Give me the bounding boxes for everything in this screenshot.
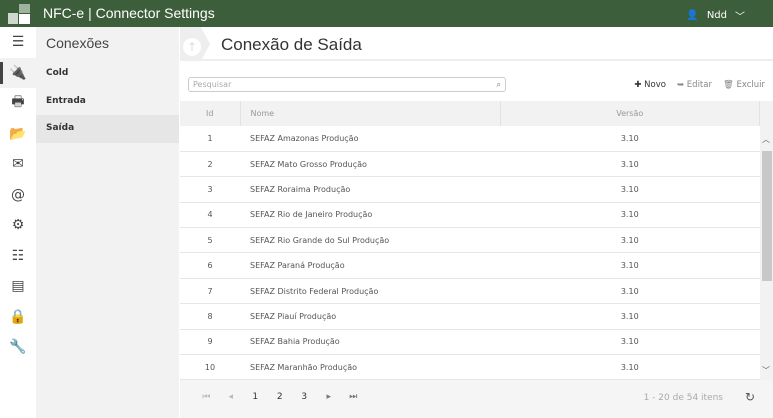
cell-id: 5 bbox=[180, 227, 240, 254]
connections-table: Id Nome Versão 1 SEFAZ Amazonas Produção 3… bbox=[180, 101, 760, 381]
printer-icon[interactable]: 🖶 bbox=[11, 94, 25, 111]
cell-nome: SEFAZ Maranhão Produção bbox=[240, 354, 500, 381]
page-3-button[interactable]: 3 bbox=[301, 392, 308, 402]
cell-versao: 3.10 bbox=[500, 329, 760, 356]
submenu-item-cold[interactable]: Cold bbox=[46, 68, 69, 78]
cell-versao: 3.10 bbox=[500, 151, 760, 178]
submenu: Conexões Cold Entrada Saída bbox=[36, 27, 179, 418]
page-title: Conexão de Saída bbox=[221, 35, 362, 54]
cell-versao: 3.10 bbox=[500, 227, 760, 254]
cell-nome: SEFAZ Mato Grosso Produção bbox=[240, 151, 500, 178]
refresh-icon[interactable]: ↻ bbox=[744, 390, 755, 404]
scroll-up-icon[interactable]: ︿ bbox=[762, 135, 770, 144]
first-page-button[interactable]: ⏮ bbox=[202, 392, 211, 402]
table-row[interactable]: 4 SEFAZ Rio de Janeiro Produção 3.10 bbox=[180, 202, 760, 229]
cell-nome: SEFAZ Paraná Produção bbox=[240, 252, 500, 279]
table-row[interactable]: 9 SEFAZ Bahia Produção 3.10 bbox=[180, 329, 760, 356]
table-row[interactable]: 8 SEFAZ Piauí Produção 3.10 bbox=[180, 303, 760, 330]
cell-versao: 3.10 bbox=[500, 126, 760, 152]
envelope-icon[interactable]: ✉ bbox=[12, 156, 24, 173]
cell-versao: 3.10 bbox=[500, 278, 760, 305]
table-row[interactable]: 7 SEFAZ Distrito Federal Produção 3.10 bbox=[180, 278, 760, 305]
prev-page-button[interactable]: ◂ bbox=[228, 392, 234, 402]
cell-versao: 3.10 bbox=[500, 354, 760, 381]
cell-versao: 3.10 bbox=[500, 202, 760, 229]
page-2-button[interactable]: 2 bbox=[276, 392, 283, 402]
cell-versao: 3.10 bbox=[500, 303, 760, 330]
sliders-icon[interactable]: ☷ bbox=[11, 247, 25, 264]
cell-nome: SEFAZ Roraima Produção bbox=[240, 176, 500, 203]
cell-nome: SEFAZ Bahia Produção bbox=[240, 329, 500, 356]
column-header-id[interactable]: Id bbox=[180, 101, 241, 126]
cell-id: 4 bbox=[180, 202, 240, 229]
cell-id: 9 bbox=[180, 329, 240, 356]
folder-icon[interactable]: 📂 bbox=[9, 125, 27, 142]
edit-button[interactable]: ➥ Editar bbox=[677, 80, 712, 90]
search-icon[interactable]: ⌕ bbox=[496, 80, 501, 89]
search-input[interactable]: Pesquisar ⌕ bbox=[188, 77, 506, 92]
cell-id: 2 bbox=[180, 151, 240, 178]
server-icon[interactable]: ▤ bbox=[11, 278, 25, 295]
new-label: Novo bbox=[644, 80, 666, 90]
plus-icon: ✚ bbox=[634, 80, 642, 90]
wrench-icon[interactable]: 🔧 bbox=[9, 339, 27, 356]
gear-icon[interactable]: ⚙ bbox=[11, 217, 25, 234]
cell-id: 3 bbox=[180, 176, 240, 203]
last-page-button[interactable]: ⏭ bbox=[349, 392, 358, 402]
edit-icon: ➥ bbox=[676, 80, 685, 90]
app-title: NFC-e | Connector Settings bbox=[43, 5, 215, 21]
submenu-item-entrada[interactable]: Entrada bbox=[46, 95, 86, 106]
cell-id: 8 bbox=[180, 303, 240, 330]
submenu-title: Conexões bbox=[46, 35, 110, 51]
upload-icon bbox=[180, 27, 210, 61]
at-icon[interactable]: @ bbox=[11, 186, 25, 203]
table-row[interactable]: 1 SEFAZ Amazonas Produção 3.10 bbox=[180, 126, 760, 152]
cell-id: 7 bbox=[180, 278, 240, 305]
next-page-button[interactable]: ▸ bbox=[326, 392, 332, 402]
user-menu[interactable]: 👤 Ndd ﹀ bbox=[686, 8, 745, 23]
plug-icon[interactable]: 🔌 bbox=[0, 57, 36, 88]
delete-button[interactable]: 🗑 Excluir bbox=[723, 80, 765, 90]
table-row[interactable]: 6 SEFAZ Paraná Produção 3.10 bbox=[180, 252, 760, 279]
app-logo bbox=[8, 4, 30, 24]
edit-label: Editar bbox=[686, 80, 712, 90]
scrollbar[interactable]: ︿ ﹀ bbox=[760, 101, 773, 380]
table-row[interactable]: 2 SEFAZ Mato Grosso Produção 3.10 bbox=[180, 151, 760, 178]
column-header-nome[interactable]: Nome bbox=[240, 101, 501, 126]
cell-id: 6 bbox=[180, 252, 240, 279]
cell-nome: SEFAZ Amazonas Produção bbox=[240, 126, 500, 152]
submenu-item-saida[interactable]: Saída bbox=[36, 115, 179, 143]
table-row[interactable]: 3 SEFAZ Roraima Produção 3.10 bbox=[180, 176, 760, 203]
search-placeholder: Pesquisar bbox=[193, 80, 232, 89]
column-header-versao[interactable]: Versão bbox=[500, 101, 760, 126]
app-header: NFC-e | Connector Settings 👤 Ndd ﹀ bbox=[0, 0, 773, 27]
cell-nome: SEFAZ Rio Grande do Sul Produção bbox=[240, 227, 500, 254]
scroll-down-icon[interactable]: ﹀ bbox=[762, 366, 770, 375]
cell-id: 10 bbox=[180, 354, 240, 381]
table-row[interactable]: 5 SEFAZ Rio Grande do Sul Produção 3.10 bbox=[180, 227, 760, 254]
table-row[interactable]: 10 SEFAZ Maranhão Produção 3.10 bbox=[180, 354, 760, 381]
cell-nome: SEFAZ Piauí Produção bbox=[240, 303, 500, 330]
scrollbar-thumb[interactable] bbox=[762, 151, 772, 281]
cell-versao: 3.10 bbox=[500, 176, 760, 203]
page-1-button[interactable]: 1 bbox=[252, 392, 259, 402]
icon-rail: ☰ 🔌 🖶 📂 ✉ @ ⚙ ☷ ▤ 🔒 🔧 bbox=[0, 27, 36, 418]
cell-nome: SEFAZ Distrito Federal Produção bbox=[240, 278, 500, 305]
delete-label: Excluir bbox=[736, 80, 765, 90]
cell-id: 1 bbox=[180, 126, 240, 152]
menu-icon[interactable]: ☰ bbox=[11, 34, 25, 51]
cell-nome: SEFAZ Rio de Janeiro Produção bbox=[240, 202, 500, 229]
cell-versao: 3.10 bbox=[500, 252, 760, 279]
trash-icon: 🗑 bbox=[722, 80, 734, 90]
pager-info: 1 - 20 de 54 itens bbox=[643, 393, 723, 403]
chevron-down-icon: ﹀ bbox=[735, 12, 745, 23]
pager: ⏮ ◂ 1 2 3 ▸ ⏭ 1 - 20 de 54 itens ↻ bbox=[180, 380, 773, 418]
user-icon: 👤 bbox=[686, 10, 699, 21]
user-name: Ndd bbox=[706, 10, 727, 21]
lock-icon[interactable]: 🔒 bbox=[9, 308, 27, 325]
new-button[interactable]: ✚ Novo bbox=[634, 80, 666, 90]
main-panel: Conexão de Saída Pesquisar ⌕ ✚ Novo ➥ Edi… bbox=[180, 27, 773, 418]
